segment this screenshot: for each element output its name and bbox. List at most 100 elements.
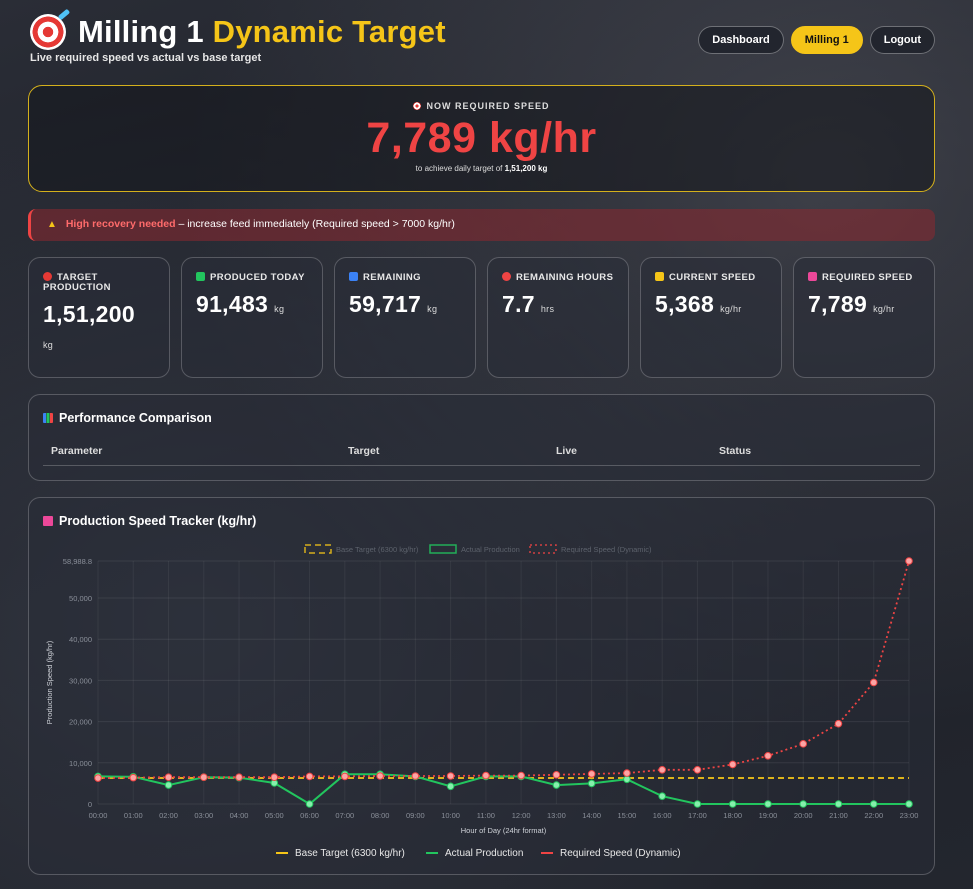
- checkmark-icon: [196, 272, 205, 281]
- required-speed-point: [305, 772, 314, 781]
- x-tick-label: 01:00: [124, 811, 143, 820]
- x-tick-label: 06:00: [300, 811, 319, 820]
- kpi-value: 5,368 kg/hr: [655, 291, 767, 318]
- y-tick-label: 30,000: [69, 676, 92, 685]
- hero-subtext: to achieve daily target of 1,51,200 kg: [29, 164, 934, 173]
- dart-target-icon: [30, 14, 66, 50]
- required-speed-point: [623, 769, 631, 777]
- required-speed-point: [764, 752, 772, 760]
- hero-sub-value: 1,51,200 kg: [504, 164, 548, 173]
- x-tick-label: 07:00: [335, 811, 354, 820]
- kpi-unit: kg: [274, 304, 285, 314]
- y-tick-label: 40,000: [69, 635, 92, 644]
- title-row: Milling 1 Dynamic Target: [30, 14, 935, 50]
- dart-target-icon: [413, 102, 422, 110]
- legend-label: Actual Production: [445, 848, 523, 859]
- legend-label: Actual Production: [461, 545, 520, 554]
- kpi-card-remaining-hours: REMAINING HOURS 7.7 hrs: [487, 257, 629, 378]
- y-tick-label: 10,000: [69, 759, 92, 768]
- required-speed-point: [164, 773, 173, 782]
- title-accent: Dynamic Target: [212, 14, 446, 49]
- required-speed-point: [799, 740, 808, 748]
- required-speed-point: [552, 770, 561, 779]
- actual-production-point: [658, 792, 666, 800]
- y-axis-label: Production Speed (kg/hr): [45, 640, 54, 724]
- required-speed-point: [341, 772, 349, 781]
- x-tick-label: 10:00: [441, 811, 460, 820]
- required-speed-point: [517, 771, 525, 780]
- trending-up-icon: [808, 272, 817, 281]
- required-speed-line: [97, 560, 910, 779]
- required-speed-point: [270, 773, 279, 782]
- column-header-live: Live: [556, 445, 578, 457]
- legend-label: Base Target (6300 kg/hr): [336, 545, 419, 554]
- x-tick-label: 23:00: [900, 811, 919, 820]
- kpi-label: PRODUCED TODAY: [196, 272, 308, 283]
- legend-swatch: [529, 544, 557, 554]
- production-speed-chart: 58,988.8 50,000 40,000 30,000 20,000 10,000 00…: [45, 544, 919, 859]
- kpi-unit: kg/hr: [720, 304, 742, 314]
- x-tick-label: 08:00: [371, 811, 390, 820]
- x-tick-label: 14:00: [582, 811, 601, 820]
- x-tick-label: 15:00: [618, 811, 637, 820]
- logout-button[interactable]: Logout: [869, 26, 935, 54]
- section-title-text: Performance Comparison: [59, 411, 212, 425]
- kpi-unit: hrs: [540, 304, 555, 314]
- kpi-card-remaining: REMAINING 59,717 kg: [334, 257, 476, 378]
- required-speed-point: [376, 772, 384, 780]
- kpi-value: 7.7 hrs: [502, 291, 614, 318]
- column-header-parameter: Parameter: [51, 445, 103, 457]
- nav-milling1-button[interactable]: Milling 1: [790, 26, 863, 54]
- actual-production-point: [623, 775, 631, 784]
- hero-value: 7,789 kg/hr: [366, 114, 597, 162]
- kpi-value: 1,51,200 kg: [43, 301, 155, 350]
- title-main: Milling 1: [78, 14, 204, 49]
- hero-label-text: NOW REQUIRED SPEED: [426, 101, 550, 111]
- x-tick-label: 04:00: [230, 811, 249, 820]
- kpi-label-text: REQUIRED SPEED: [822, 272, 913, 283]
- legend-swatch: [304, 544, 332, 554]
- bar-chart-icon: [43, 413, 53, 423]
- x-tick-label: 13:00: [547, 811, 566, 820]
- legend-swatch: [429, 544, 457, 554]
- kpi-label: REMAINING: [349, 272, 461, 283]
- actual-production-point: [728, 800, 737, 808]
- kpi-label: REQUIRED SPEED: [808, 272, 920, 283]
- hero-label: NOW REQUIRED SPEED: [29, 101, 934, 111]
- trending-up-icon: [43, 516, 53, 526]
- alarm-clock-icon: [502, 272, 511, 281]
- kpi-label-text: TARGET PRODUCTION: [43, 272, 111, 293]
- top-nav: Dashboard Milling 1 Logout: [698, 26, 935, 54]
- alert-highlight: High recovery needed: [65, 218, 176, 230]
- y-tick-label: 58,988.8: [63, 557, 92, 566]
- kpi-value-text: 59,717: [349, 291, 422, 317]
- required-speed-point: [728, 760, 737, 769]
- actual-production-point: [799, 800, 808, 808]
- actual-production-point: [905, 800, 913, 808]
- required-speed-point: [446, 772, 455, 780]
- required-speed-point: [235, 773, 243, 782]
- x-tick-label: 18:00: [723, 811, 742, 820]
- x-tick-label: 02:00: [159, 811, 178, 820]
- kpi-card-produced-today: PRODUCED TODAY 91,483 kg: [181, 257, 323, 378]
- x-tick-label: 22:00: [864, 811, 883, 820]
- performance-comparison-panel: Performance Comparison Parameter Target …: [28, 394, 935, 481]
- required-speed-point: [482, 771, 490, 780]
- bar-chart-icon: [349, 272, 358, 281]
- page-header: Milling 1 Dynamic Target Live required s…: [30, 14, 935, 74]
- kpi-cards: TARGET PRODUCTION 1,51,200 kg PRODUCED TO…: [28, 257, 935, 378]
- kpi-value-text: 7,789: [808, 291, 868, 317]
- x-tick-label: 00:00: [89, 811, 108, 820]
- nav-dashboard-button[interactable]: Dashboard: [698, 26, 784, 54]
- x-tick-label: 03:00: [194, 811, 213, 820]
- kpi-value: 91,483 kg: [196, 291, 308, 318]
- kpi-card-required-speed: REQUIRED SPEED 7,789 kg/hr: [793, 257, 935, 378]
- kpi-value-text: 7.7: [502, 291, 535, 317]
- required-speed-point: [94, 774, 102, 782]
- y-tick-label: 50,000: [69, 594, 92, 603]
- dart-target-icon: [43, 272, 52, 281]
- kpi-value-text: 5,368: [655, 291, 715, 317]
- actual-production-point: [834, 800, 843, 808]
- actual-production-point: [869, 800, 878, 808]
- y-tick-label: 20,000: [69, 718, 92, 727]
